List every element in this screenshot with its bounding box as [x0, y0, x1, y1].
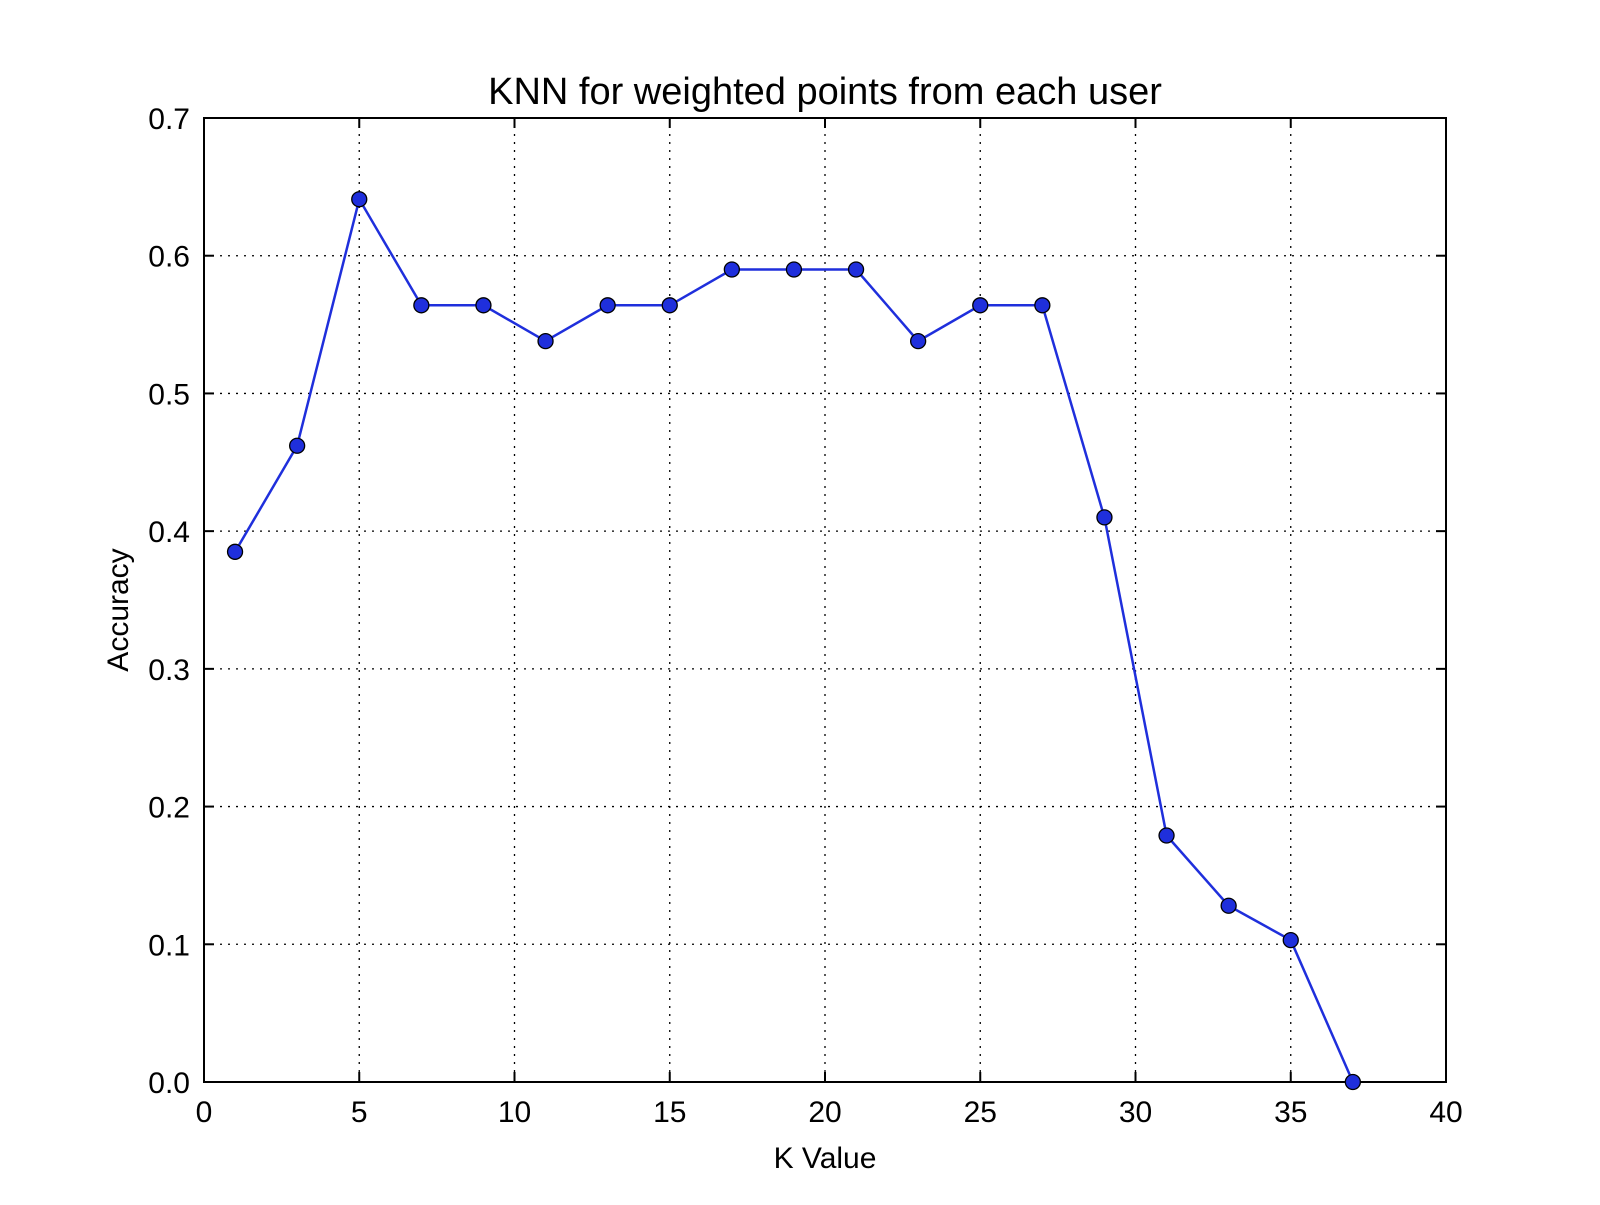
data-point: [1034, 297, 1051, 314]
data-point: [1096, 509, 1113, 526]
data-point: [475, 297, 492, 314]
x-tick-label: 25: [964, 1096, 997, 1129]
x-tick-label: 20: [808, 1096, 841, 1129]
y-tick-label: 0.1: [148, 929, 190, 962]
data-series: [226, 191, 1361, 1091]
data-point: [723, 261, 740, 278]
y-tick-label: 0.3: [148, 654, 190, 687]
grid-lines: [204, 118, 1446, 1082]
y-tick-label: 0.7: [148, 103, 190, 136]
x-axis-label: K Value: [774, 1142, 877, 1175]
y-tick-label: 0.0: [148, 1067, 190, 1100]
data-point: [226, 543, 244, 560]
y-axis-label: Accuracy: [102, 548, 135, 671]
data-point: [972, 297, 989, 314]
x-tick-label: 5: [351, 1096, 368, 1129]
data-point: [1220, 897, 1237, 914]
x-tick-label: 40: [1429, 1096, 1462, 1129]
data-point: [351, 191, 368, 208]
data-point: [847, 261, 865, 278]
data-point: [599, 297, 616, 314]
x-tick-label: 30: [1119, 1096, 1152, 1129]
data-point: [537, 332, 554, 350]
x-tick-label: 35: [1274, 1096, 1307, 1129]
data-point: [785, 261, 803, 278]
data-point: [661, 297, 678, 314]
data-point: [288, 437, 306, 454]
x-tick-label: 0: [196, 1096, 213, 1129]
data-point: [1158, 827, 1175, 844]
data-point: [413, 297, 430, 314]
data-point: [1344, 1073, 1361, 1091]
series-line: [234, 196, 1355, 1083]
data-point: [910, 332, 927, 350]
data-point: [1282, 932, 1299, 949]
y-tick-label: 0.2: [148, 792, 190, 825]
y-tick-label: 0.5: [148, 378, 190, 411]
x-tick-label: 15: [653, 1096, 686, 1129]
axis-ticks: 0 5 10 15 20 25 30 35 40 0.0 0.1 0.2 0.3 0.4 0.5 0.6 0.7: [148, 103, 1462, 1129]
chart-title: KNN for weighted points from each user: [488, 71, 1162, 113]
y-tick-label: 0.6: [148, 241, 190, 274]
x-tick-label: 10: [498, 1096, 531, 1129]
y-tick-label: 0.4: [148, 516, 190, 549]
